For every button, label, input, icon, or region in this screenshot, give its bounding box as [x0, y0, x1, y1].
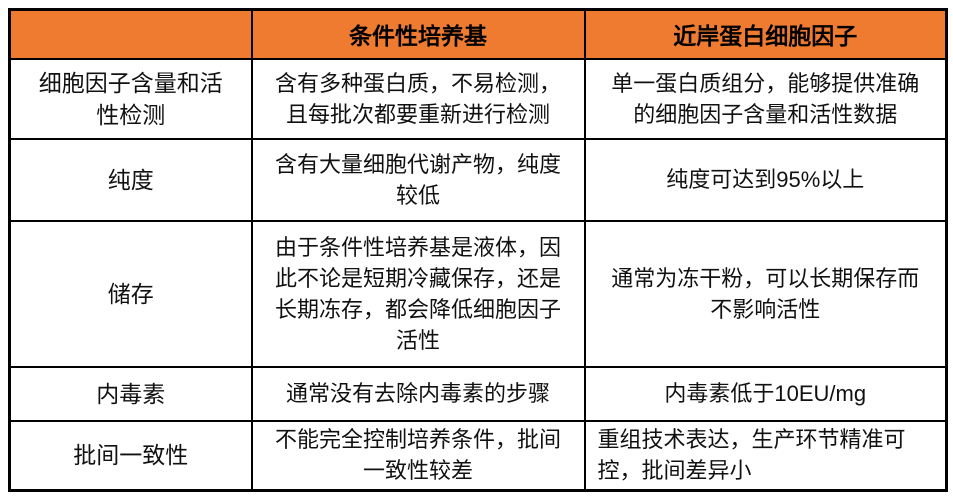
novoprotein-cell: 单一蛋白质组分，能够提供准确的细胞因子含量和活性数据 — [583, 57, 948, 140]
table-header-row: 条件性培养基 近岸蛋白细胞因子 — [8, 8, 948, 60]
header-conditional-medium: 条件性培养基 — [250, 8, 586, 60]
header-corner-cell — [8, 8, 253, 60]
conditional-medium-cell: 含有多种蛋白质，不易检测，且每批次都要重新进行检测 — [250, 57, 586, 140]
conditional-medium-cell: 由于条件性培养基是液体，因此不论是短期冷藏保存，还是长期冻存，都会降低细胞因子活… — [250, 219, 586, 368]
novoprotein-cell: 通常为冻干粉，可以长期保存而不影响活性 — [583, 219, 948, 368]
table-row: 纯度 含有大量细胞代谢产物，纯度较低 纯度可达到95%以上 — [8, 137, 948, 222]
conditional-medium-cell: 不能完全控制培养条件，批间一致性较差 — [250, 419, 586, 492]
conditional-medium-cell: 含有大量细胞代谢产物，纯度较低 — [250, 137, 586, 222]
novoprotein-cell: 纯度可达到95%以上 — [583, 137, 948, 222]
table-row: 内毒素 通常没有去除内毒素的步骤 内毒素低于10EU/mg — [8, 365, 948, 422]
table-row: 储存 由于条件性培养基是液体，因此不论是短期冷藏保存，还是长期冻存，都会降低细胞… — [8, 219, 948, 368]
comparison-table: 条件性培养基 近岸蛋白细胞因子 细胞因子含量和活性检测 含有多种蛋白质，不易检测… — [8, 8, 948, 492]
row-label-storage: 储存 — [8, 219, 253, 368]
novoprotein-cell: 内毒素低于10EU/mg — [583, 365, 948, 422]
table-row: 细胞因子含量和活性检测 含有多种蛋白质，不易检测，且每批次都要重新进行检测 单一… — [8, 57, 948, 140]
table-row: 批间一致性 不能完全控制培养条件，批间一致性较差 重组技术表达，生产环节精准可控… — [8, 419, 948, 492]
row-label-cytokine-assay: 细胞因子含量和活性检测 — [8, 57, 253, 140]
row-label-purity: 纯度 — [8, 137, 253, 222]
conditional-medium-cell: 通常没有去除内毒素的步骤 — [250, 365, 586, 422]
header-novoprotein-cytokines: 近岸蛋白细胞因子 — [583, 8, 948, 60]
row-label-endotoxin: 内毒素 — [8, 365, 253, 422]
row-label-batch-consistency: 批间一致性 — [8, 419, 253, 492]
novoprotein-cell: 重组技术表达，生产环节精准可控，批间差异小 — [583, 419, 948, 492]
